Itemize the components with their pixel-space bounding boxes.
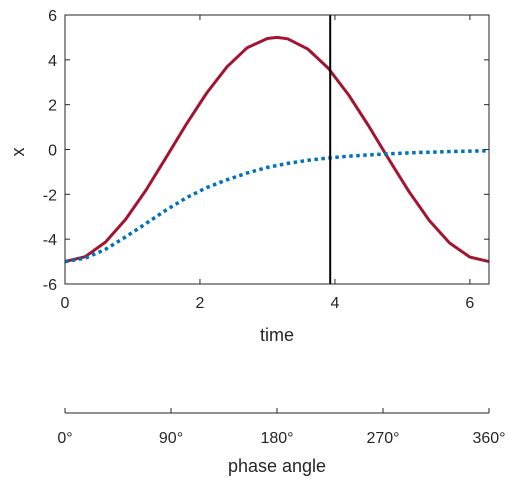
- phase-tick-label: 180°: [260, 430, 293, 447]
- series-line-2: [64, 149, 490, 264]
- plot-frame: [64, 14, 490, 285]
- x-tick-label: 4: [330, 295, 339, 312]
- y-tick-label: 0: [48, 143, 57, 160]
- x-tick-label: 6: [465, 295, 474, 312]
- series-line-1: [64, 35, 490, 264]
- phase-tick-label: 0°: [57, 430, 72, 447]
- phase-angle-axis: 0° 90° 180° 270° 360° phase angle: [57, 408, 506, 476]
- y-tick-label: -4: [43, 232, 57, 249]
- phase-tick-label: 270°: [366, 430, 399, 447]
- x-tick-label: 2: [196, 295, 205, 312]
- phase-axis-label: phase angle: [228, 456, 326, 476]
- y-tick-label: -2: [43, 187, 57, 204]
- phase-tick-label: 90°: [159, 430, 183, 447]
- x-tick-label: 0: [61, 295, 70, 312]
- y-tick-label: -6: [43, 277, 57, 294]
- phase-tick-label: 360°: [472, 430, 505, 447]
- phase-ticks: 0° 90° 180° 270° 360°: [57, 408, 506, 447]
- y-tick-label: 2: [48, 98, 57, 115]
- series-layer: [64, 35, 490, 264]
- x-axis-label: time: [260, 325, 294, 345]
- y-axis-label: x: [8, 148, 28, 157]
- main-plot: 0 2 4 6 6 4 2 0 -2 -4 -6 time x: [8, 8, 490, 345]
- y-tick-label: 6: [48, 8, 57, 25]
- main-ticks: 0 2 4 6 6 4 2 0 -2 -4 -6: [43, 8, 489, 312]
- y-tick-label: 4: [48, 53, 57, 70]
